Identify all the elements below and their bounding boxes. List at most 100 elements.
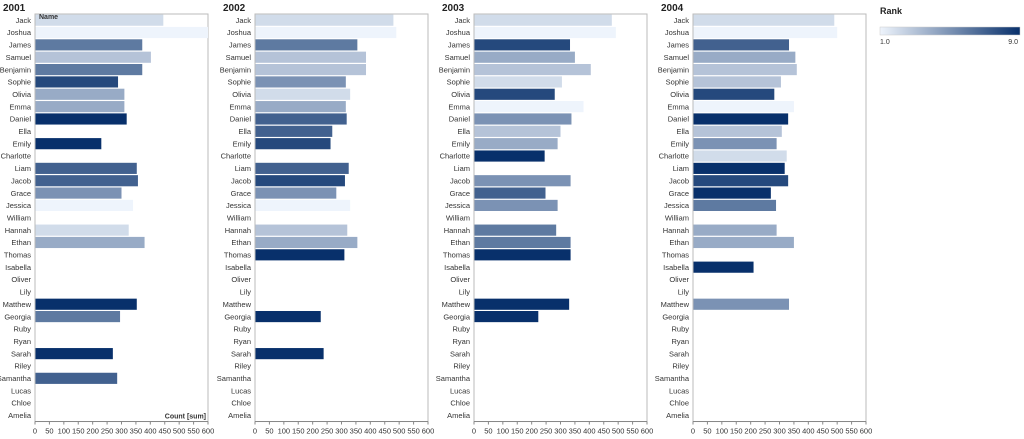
name-label: Daniel: [230, 115, 252, 124]
name-label: Ruby: [452, 325, 470, 334]
bar-matthew: [693, 298, 790, 310]
name-label: Emily: [452, 139, 471, 148]
name-label: William: [665, 213, 689, 222]
name-label: Grace: [669, 189, 689, 198]
bar-hannah: [474, 224, 557, 236]
bar-jack: [474, 14, 612, 26]
x-tick-label: 550: [845, 427, 858, 436]
name-label: James: [667, 41, 689, 50]
bar-benjamin: [35, 64, 143, 76]
bar-matthew: [35, 298, 137, 310]
name-label: Benjamin: [658, 65, 689, 74]
x-tick-label: 50: [484, 427, 492, 436]
name-label: Sarah: [231, 349, 251, 358]
legend-min-label: 1.0: [880, 39, 890, 46]
bar-ella: [474, 125, 561, 137]
bar-samuel: [693, 51, 796, 63]
name-label: Georgia: [4, 312, 32, 321]
x-tick-label: 250: [321, 427, 334, 436]
bar-charlotte: [693, 150, 787, 162]
bar-emily: [474, 138, 558, 150]
bar-sarah: [255, 348, 324, 360]
x-tick-label: 350: [569, 427, 582, 436]
bar-hannah: [255, 224, 348, 236]
bar-georgia: [255, 311, 321, 323]
name-label: Emma: [229, 102, 251, 111]
name-label: Amelia: [666, 411, 690, 420]
x-axis-label: Count [sum]: [165, 414, 206, 421]
name-label: William: [446, 213, 470, 222]
x-tick-label: 600: [202, 427, 215, 436]
name-label: James: [448, 41, 470, 50]
bar-james: [474, 39, 571, 51]
legend-max-label: 9.0: [1008, 39, 1018, 46]
x-tick-label: 50: [45, 427, 53, 436]
name-label: Charlotte: [1, 152, 31, 161]
bar-thomas: [255, 249, 345, 261]
x-tick-label: 100: [58, 427, 71, 436]
bar-jacob: [693, 175, 789, 187]
facet-panels: 2001 Jack Joshua James Samuel Benjamin Sophie O…: [0, 3, 872, 436]
x-tick-label: 150: [511, 427, 524, 436]
name-label: Lily: [678, 288, 690, 297]
name-label: Lucas: [11, 386, 31, 395]
name-label: Chloe: [450, 399, 470, 408]
name-label: Jacob: [231, 176, 251, 185]
name-label: Emma: [448, 102, 470, 111]
bar-emma: [474, 101, 584, 113]
name-label: William: [7, 213, 31, 222]
x-tick-label: 100: [497, 427, 510, 436]
x-tick-label: 350: [350, 427, 363, 436]
bar-georgia: [35, 311, 121, 323]
x-tick-label: 400: [144, 427, 157, 436]
x-tick-label: 400: [583, 427, 596, 436]
bar-jack: [255, 14, 394, 26]
bar-emma: [255, 101, 346, 113]
bar-liam: [255, 162, 349, 174]
bar-daniel: [35, 113, 127, 125]
name-label: Lily: [20, 288, 32, 297]
x-tick-label: 600: [422, 427, 435, 436]
name-label: Liam: [673, 164, 689, 173]
panel-title: 2001: [3, 3, 26, 14]
name-label: Liam: [235, 164, 251, 173]
name-label: Sophie: [447, 78, 470, 87]
name-label: Jessica: [664, 201, 690, 210]
bar-olivia: [35, 88, 125, 100]
x-tick-label: 200: [744, 427, 757, 436]
bar-grace: [474, 187, 546, 199]
name-label: Hannah: [663, 226, 689, 235]
bar-james: [35, 39, 143, 51]
name-label: Jacob: [11, 176, 31, 185]
x-tick-label: 600: [860, 427, 873, 436]
x-tick-label: 500: [173, 427, 186, 436]
name-label: Grace: [11, 189, 31, 198]
name-label: Matthew: [3, 300, 32, 309]
bar-liam: [693, 162, 785, 174]
x-tick-label: 200: [306, 427, 319, 436]
name-label: Samuel: [664, 53, 690, 62]
name-label: James: [9, 41, 31, 50]
name-label: Thomas: [224, 251, 251, 260]
name-label: Thomas: [443, 251, 470, 260]
name-label: Isabella: [663, 263, 690, 272]
name-label: Jessica: [6, 201, 32, 210]
bar-hannah: [35, 224, 129, 236]
name-label: Oliver: [231, 275, 251, 284]
bar-daniel: [693, 113, 789, 125]
bar-emily: [35, 138, 102, 150]
name-label: Oliver: [669, 275, 689, 284]
panel-2002: 2002 Jack Joshua James Samuel Benjamin Sophie O…: [217, 3, 434, 436]
name-label: Lucas: [669, 386, 689, 395]
bar-grace: [35, 187, 122, 199]
bar-jessica: [693, 199, 777, 211]
bar-jack: [35, 14, 164, 26]
x-tick-label: 200: [525, 427, 538, 436]
name-label: Ethan: [11, 238, 31, 247]
bar-grace: [255, 187, 337, 199]
name-label: Olivia: [670, 90, 690, 99]
x-tick-label: 150: [292, 427, 305, 436]
x-tick-label: 250: [759, 427, 772, 436]
y-axis-label: Name: [39, 14, 58, 21]
